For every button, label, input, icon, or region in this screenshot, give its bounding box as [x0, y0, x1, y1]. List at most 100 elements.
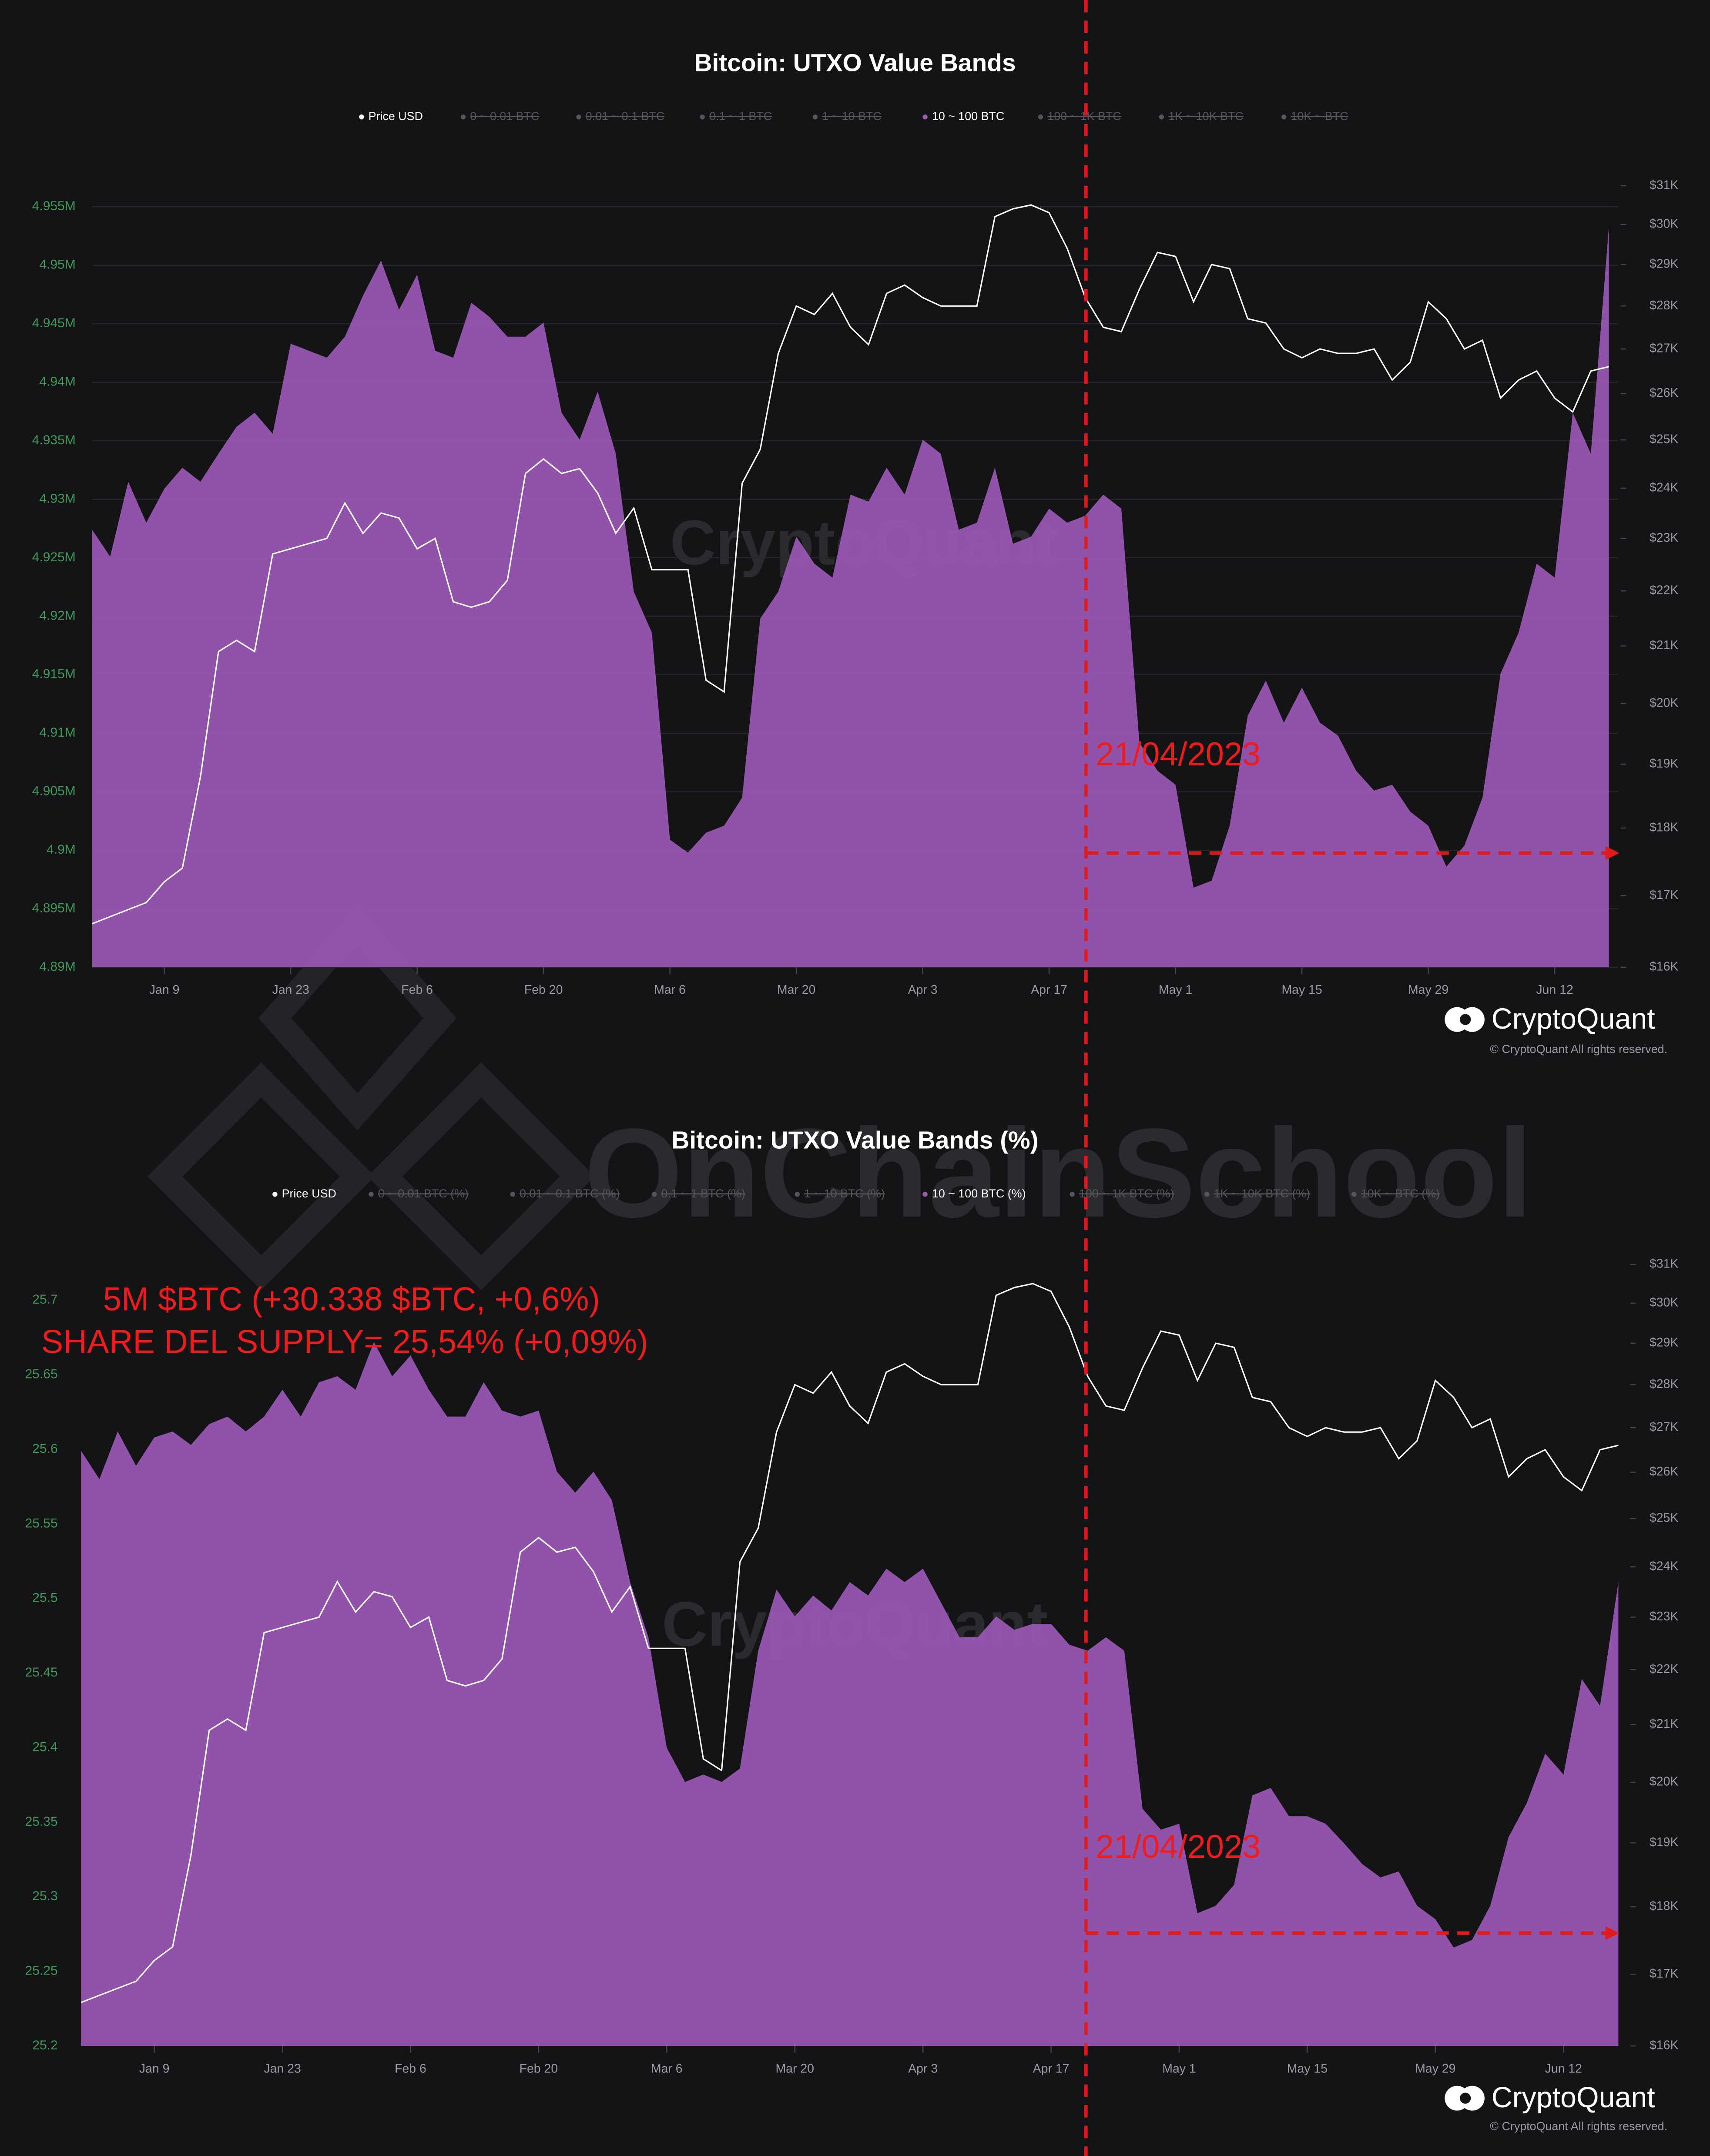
y-tick-label: 25.6 [32, 1442, 57, 1456]
legend-marker [1281, 114, 1287, 120]
x-tick-label: Apr 3 [908, 983, 938, 997]
y-tick-label: 4.93M [39, 491, 75, 506]
x-tick-label: Jun 12 [1545, 2062, 1582, 2076]
x-tick-label: Mar 20 [775, 2062, 814, 2076]
y-tick-label: 4.95M [39, 258, 75, 272]
watermark: OnChainSchool [584, 1102, 1533, 1244]
y-tick-label: 25.7 [32, 1292, 57, 1307]
y2-tick-label: $29K [1650, 257, 1678, 271]
y2-tick-label: $25K [1650, 433, 1678, 446]
annotation-arrow [1605, 1926, 1619, 1940]
x-tick-label: May 1 [1159, 983, 1192, 997]
logo-text: CryptoQuant [1492, 2082, 1655, 2114]
legend-entry: 1K ~ 10K BTC (%) [1214, 1187, 1311, 1200]
annotation-arrow [1605, 846, 1619, 860]
legend-marker [795, 1192, 800, 1197]
y-tick-label: 4.905M [32, 784, 76, 798]
area [92, 226, 1609, 967]
chart-title: Bitcoin: UTXO Value Bands (%) [671, 1127, 1038, 1154]
y-tick-label: 25.25 [25, 1964, 58, 1978]
x-tick-label: Mar 20 [777, 983, 815, 997]
logo: CryptoQuant © CryptoQuant All rights res… [1445, 1003, 1667, 2133]
area [81, 1342, 1619, 2046]
y-tick-label: 4.945M [32, 316, 76, 330]
x-tick-label: May 29 [1408, 983, 1448, 997]
x-tick-label: Apr 17 [1031, 983, 1067, 997]
y2-tick-label: $27K [1650, 1420, 1678, 1434]
annotation: 21/04/2023 [1096, 736, 1261, 773]
legend-entry: 0.01 ~ 0.1 BTC (%) [520, 1187, 620, 1200]
logo-text: CryptoQuant [1492, 1003, 1655, 1035]
y2-tick-label: $16K [1650, 959, 1678, 973]
legend-entry: 0 ~ 0.01 BTC (%) [378, 1187, 469, 1200]
y2-tick-label: $25K [1650, 1511, 1678, 1525]
y-tick-label: 25.45 [25, 1665, 58, 1680]
annotation: SHARE DEL SUPPLY= 25,54% (+0,09%) [41, 1323, 648, 1360]
copyright: © CryptoQuant All rights reserved. [1490, 2120, 1667, 2133]
y-tick-label: 25.5 [32, 1591, 57, 1605]
x-tick-label: Feb 6 [401, 983, 433, 997]
x-tick-label: Mar 6 [651, 2062, 683, 2076]
legend-entry: Price USD [369, 110, 423, 123]
y-tick-label: 4.895M [32, 901, 76, 915]
legend-entry: 10K ~ BTC [1291, 110, 1348, 123]
y2-tick-label: $30K [1650, 217, 1678, 231]
y2-tick-label: $28K [1650, 1377, 1678, 1391]
x-tick-label: Jun 12 [1536, 983, 1573, 997]
y-tick-label: 25.3 [32, 1889, 57, 1903]
legend-entry: 1K ~ 10K BTC [1168, 110, 1243, 123]
legend-marker [359, 114, 364, 120]
y-tick-label: 4.92M [39, 608, 75, 623]
y-tick-label: 4.89M [39, 959, 75, 974]
x-tick-label: Jan 9 [139, 2062, 170, 2076]
y2-tick-label: $28K [1650, 298, 1678, 312]
charts: Bitcoin: UTXO Value Bands Price USD 0 ~ 0.… [25, 49, 1679, 2076]
y2-tick-label: $31K [1650, 178, 1678, 192]
legend-entry: 1 ~ 10 BTC [822, 110, 882, 123]
legend-entry: 0.01 ~ 0.1 BTC [586, 110, 664, 123]
y2-tick-label: $17K [1650, 888, 1678, 902]
legend-entry: 0.1 ~ 1 BTC [709, 110, 772, 123]
y2-tick-label: $21K [1650, 638, 1678, 652]
x-tick-label: May 29 [1415, 2062, 1455, 2076]
x-tick-label: Jan 23 [264, 2062, 301, 2076]
chart-title: Bitcoin: UTXO Value Bands [694, 49, 1016, 77]
y2-tick-label: $24K [1650, 1559, 1678, 1573]
legend-marker [1070, 1192, 1075, 1197]
x-tick-label: May 15 [1281, 983, 1322, 997]
legend-marker [922, 114, 928, 120]
y2-tick-label: $23K [1650, 531, 1678, 545]
chart: Bitcoin: UTXO Value Bands (%) Price USD 0 … [25, 1127, 1679, 2076]
legend-entry: 10K ~ BTC (%) [1361, 1187, 1440, 1200]
y2-tick-label: $17K [1650, 1967, 1678, 1981]
y2-tick-label: $31K [1650, 1257, 1678, 1271]
y2-tick-label: $18K [1650, 1899, 1678, 1913]
x-tick-label: Apr 17 [1033, 2062, 1070, 2076]
x-tick-label: Jan 23 [272, 983, 309, 997]
legend-marker [272, 1192, 278, 1197]
legend-marker [700, 114, 705, 120]
y2-tick-label: $27K [1650, 342, 1678, 355]
y-tick-label: 4.94M [39, 375, 75, 389]
x-tick-label: Feb 20 [520, 2062, 558, 2076]
legend-entry: 100 ~ 1K BTC (%) [1079, 1187, 1174, 1200]
x-tick-label: May 15 [1287, 2062, 1328, 2076]
legend-marker [460, 114, 466, 120]
y-tick-label: 25.4 [32, 1740, 57, 1754]
y2-tick-label: $29K [1650, 1336, 1678, 1350]
legend-entry: 1 ~ 10 BTC (%) [804, 1187, 885, 1200]
x-tick-label: Apr 3 [908, 2062, 938, 2076]
y-tick-label: 25.55 [25, 1516, 58, 1530]
y2-tick-label: $22K [1650, 583, 1678, 597]
annotation: 5M $BTC (+30.338 $BTC, +0,6%) [103, 1281, 600, 1318]
y2-tick-label: $26K [1650, 386, 1678, 400]
y-tick-label: 4.9M [47, 842, 76, 857]
x-tick-label: Feb 20 [524, 983, 563, 997]
legend-marker [1038, 114, 1043, 120]
legend-marker [510, 1192, 516, 1197]
y2-tick-label: $26K [1650, 1465, 1678, 1479]
y2-tick-label: $24K [1650, 480, 1678, 494]
legend-marker [812, 114, 818, 120]
line [92, 204, 1609, 925]
